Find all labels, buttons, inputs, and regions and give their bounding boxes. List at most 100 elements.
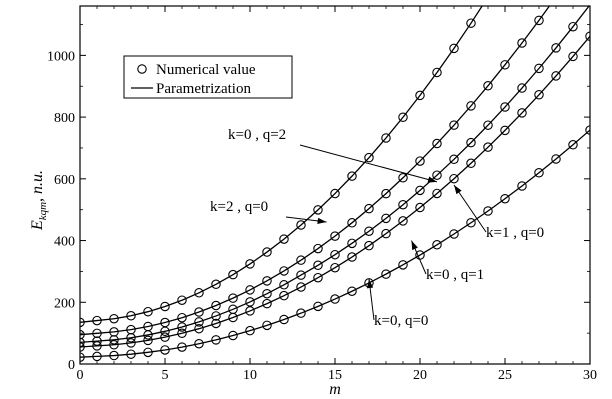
y-tick-label: 1000 bbox=[47, 49, 75, 64]
data-point bbox=[483, 206, 493, 216]
data-point bbox=[228, 293, 238, 303]
y-axis-label-unit: , n.u. bbox=[29, 170, 46, 202]
data-point bbox=[381, 213, 391, 224]
annotation-label: k=0 , q=2 bbox=[228, 127, 286, 143]
data-point bbox=[313, 205, 323, 215]
data-point bbox=[415, 156, 425, 166]
data-point bbox=[534, 168, 544, 178]
data-point bbox=[313, 243, 323, 254]
data-point bbox=[534, 63, 544, 74]
data-point bbox=[432, 67, 442, 78]
annotation-label: k=0 , q=1 bbox=[426, 267, 484, 283]
data-point bbox=[432, 188, 442, 199]
data-point bbox=[245, 285, 255, 295]
data-point bbox=[347, 252, 357, 262]
data-point bbox=[347, 171, 357, 181]
data-point bbox=[415, 185, 425, 196]
data-point bbox=[466, 101, 476, 111]
data-point bbox=[585, 31, 590, 41]
series-line-4 bbox=[80, 6, 483, 323]
data-point bbox=[313, 301, 323, 312]
data-point bbox=[364, 152, 374, 163]
data-point bbox=[109, 339, 119, 350]
data-point bbox=[211, 279, 221, 290]
data-point bbox=[109, 350, 119, 361]
data-point bbox=[177, 312, 187, 323]
legend-box bbox=[123, 55, 293, 99]
data-point bbox=[262, 247, 272, 257]
data-point bbox=[330, 249, 340, 260]
data-point bbox=[262, 298, 272, 309]
y-tick-label: 800 bbox=[54, 111, 75, 126]
legend-circle-marker bbox=[137, 64, 147, 74]
x-tick-label: 25 bbox=[498, 368, 512, 383]
data-point bbox=[483, 81, 493, 91]
data-point bbox=[279, 266, 289, 276]
data-point bbox=[313, 272, 323, 283]
data-point bbox=[568, 140, 578, 150]
data-point bbox=[296, 220, 306, 230]
data-point bbox=[449, 120, 459, 130]
data-point bbox=[211, 311, 221, 321]
annotation-arrow bbox=[453, 184, 487, 233]
y-axis-label-sub: kqm bbox=[37, 202, 49, 220]
data-point bbox=[364, 240, 374, 251]
x-tick-label: 20 bbox=[413, 368, 427, 383]
data-point bbox=[160, 345, 170, 355]
data-point bbox=[279, 280, 289, 290]
data-point bbox=[143, 321, 153, 332]
tick-layer: 0 5 10 15 20 25 30 0 200 400 600 800 1000 bbox=[47, 6, 597, 383]
annotation-label: k=2 , q=0 bbox=[210, 199, 268, 215]
y-tick-label: 0 bbox=[68, 358, 75, 373]
annotation-arrow bbox=[411, 240, 427, 275]
marker-layer bbox=[80, 15, 590, 362]
data-point bbox=[109, 313, 119, 324]
data-point bbox=[381, 228, 391, 239]
data-point bbox=[92, 341, 102, 351]
data-point bbox=[449, 173, 459, 184]
data-point bbox=[245, 325, 255, 336]
x-axis-label: m bbox=[329, 381, 341, 398]
x-tick-label: 0 bbox=[77, 368, 84, 383]
data-point bbox=[296, 282, 306, 292]
data-point bbox=[126, 349, 136, 359]
data-point bbox=[381, 269, 391, 279]
data-point bbox=[483, 120, 493, 130]
data-point bbox=[211, 318, 221, 329]
data-point bbox=[551, 154, 561, 164]
data-point bbox=[551, 71, 561, 81]
data-point bbox=[262, 288, 272, 299]
data-point bbox=[432, 138, 442, 149]
data-point bbox=[262, 320, 272, 331]
data-point bbox=[245, 297, 255, 307]
data-point bbox=[347, 218, 357, 228]
series-line-1 bbox=[80, 35, 590, 348]
annotation-label: k=0, q=0 bbox=[374, 313, 428, 329]
data-point bbox=[143, 306, 153, 317]
data-point bbox=[194, 338, 204, 349]
data-point bbox=[466, 137, 476, 148]
x-tick-label: 15 bbox=[328, 368, 342, 383]
data-point bbox=[381, 188, 391, 199]
data-point bbox=[245, 259, 255, 269]
data-point bbox=[500, 125, 510, 136]
data-point bbox=[126, 324, 136, 335]
data-point bbox=[449, 229, 459, 239]
data-point bbox=[296, 270, 306, 280]
series-layer bbox=[80, 6, 590, 358]
data-point bbox=[80, 317, 85, 328]
data-point bbox=[347, 238, 357, 249]
data-point bbox=[534, 15, 544, 26]
y-tick-label: 600 bbox=[54, 173, 75, 188]
data-point bbox=[466, 158, 476, 169]
data-point bbox=[80, 329, 85, 340]
data-point bbox=[517, 38, 527, 48]
data-point bbox=[228, 330, 238, 341]
series-line-0 bbox=[80, 129, 590, 358]
data-point bbox=[500, 193, 510, 204]
data-point bbox=[92, 328, 102, 339]
data-point bbox=[279, 314, 289, 325]
data-point bbox=[296, 255, 306, 265]
data-point bbox=[160, 332, 170, 342]
